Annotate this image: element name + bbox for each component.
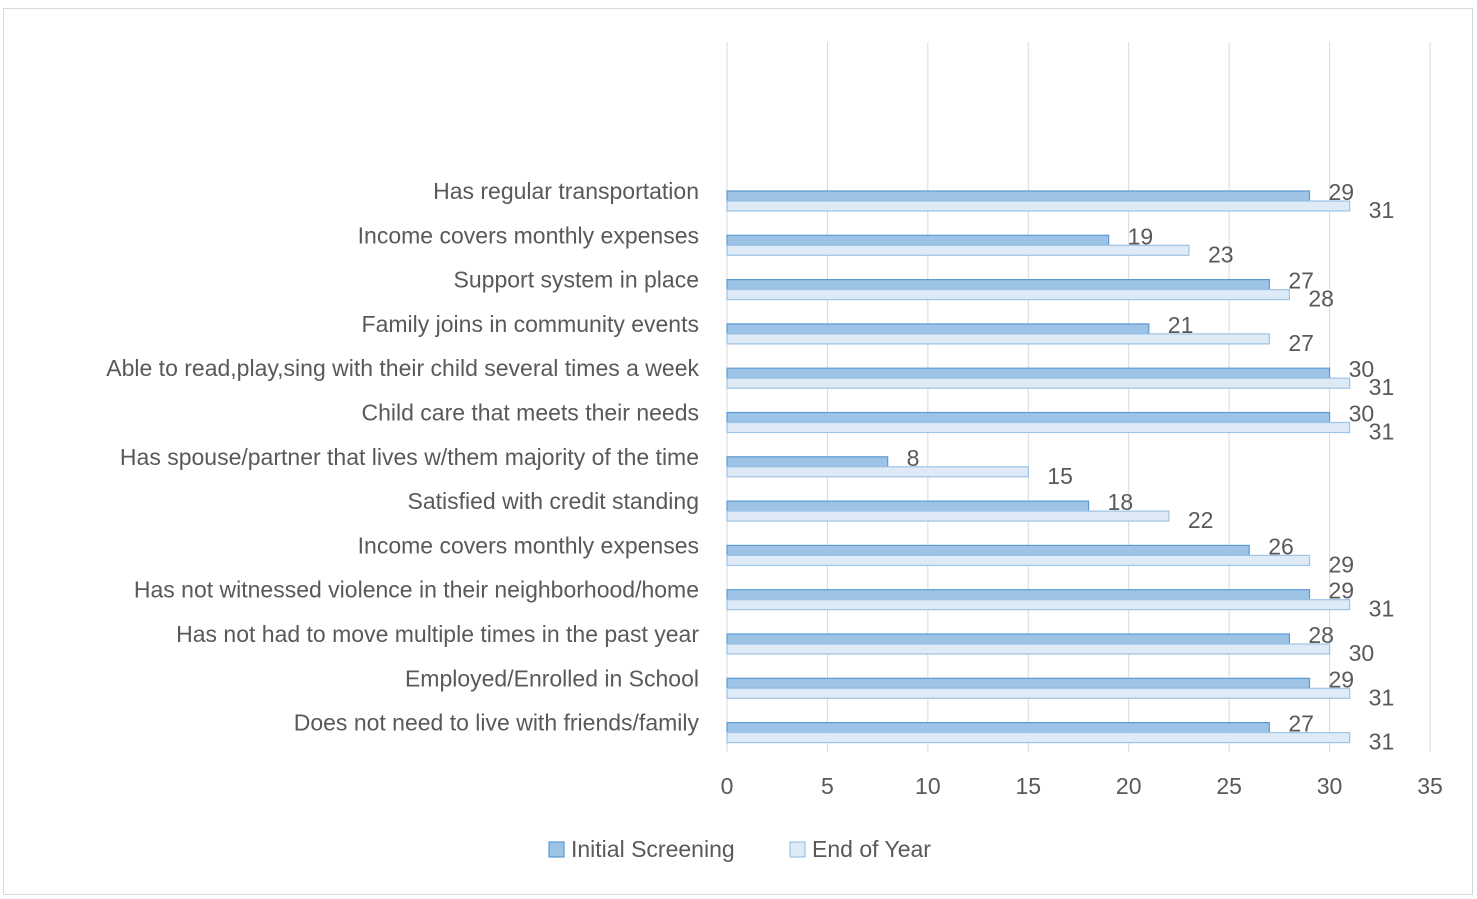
data-label-end: 29: [1328, 551, 1354, 577]
bar-initial-screening: [726, 279, 1270, 291]
category-label: Satisfied with credit standing: [408, 488, 700, 514]
data-label-end: 27: [1288, 330, 1314, 356]
data-label-end: 31: [1369, 419, 1395, 445]
category-label: Has not had to move multiple times in th…: [176, 621, 699, 647]
bar-end-of-year: [726, 599, 1351, 611]
x-axis-ticks: 0 5 10 15 20 25 30 35: [721, 773, 1443, 799]
category-label: Has spouse/partner that lives w/them maj…: [120, 444, 699, 470]
legend-label-end-of-year: End of Year: [812, 836, 931, 862]
data-label-end: 30: [1349, 640, 1375, 666]
bar-end-of-year: [726, 731, 1351, 744]
bar-initial-screening: [726, 190, 1311, 202]
data-label-initial: 27: [1288, 711, 1314, 737]
chart-frame: [3, 8, 1473, 895]
bar-end-of-year: [726, 333, 1270, 345]
bar-end-of-year: [726, 200, 1351, 212]
legend-label-initial-screening: Initial Screening: [571, 836, 735, 862]
legend: Initial Screening End of Year: [548, 836, 931, 862]
bar-initial-screening: [726, 456, 889, 468]
bar-end-of-year: [726, 421, 1351, 434]
data-label-end: 31: [1369, 684, 1395, 710]
bar-initial-screening: [726, 633, 1291, 645]
bar-end-of-year: [726, 244, 1190, 256]
data-label-end: 22: [1188, 507, 1214, 533]
data-label-end: 31: [1369, 374, 1395, 400]
data-label-initial: 28: [1308, 622, 1334, 648]
category-label: Child care that meets their needs: [361, 400, 699, 426]
bar-initial-screening: [726, 589, 1311, 601]
legend-swatch-end-of-year: [789, 841, 806, 858]
data-label-initial: 8: [907, 445, 920, 471]
bar-end-of-year: [726, 377, 1351, 389]
bar-initial-screening: [726, 367, 1331, 379]
category-label: Support system in place: [454, 267, 699, 293]
bar-initial-screening: [726, 411, 1331, 424]
category-label: Income covers monthly expenses: [358, 222, 699, 248]
data-label-end: 31: [1369, 596, 1395, 622]
category-label: Does not need to live with friends/famil…: [294, 710, 700, 736]
x-tick-label: 25: [1216, 773, 1242, 799]
category-label: Family joins in community events: [362, 311, 699, 337]
data-label-initial: 29: [1328, 578, 1354, 604]
bar-initial-screening: [726, 544, 1250, 557]
category-label: Has not witnessed violence in their neig…: [134, 577, 699, 603]
data-label-initial: 26: [1268, 533, 1294, 559]
data-label-initial: 30: [1349, 401, 1375, 427]
bar-end-of-year: [726, 643, 1331, 655]
bar-initial-screening: [726, 500, 1090, 512]
bar-initial-screening: [726, 721, 1270, 734]
x-tick-label: 0: [721, 773, 734, 799]
data-label-end: 28: [1308, 286, 1334, 312]
data-label-end: 23: [1208, 241, 1234, 267]
data-label-initial: 27: [1288, 268, 1314, 294]
bars: [726, 190, 1351, 744]
x-tick-label: 20: [1116, 773, 1142, 799]
data-label-end: 15: [1047, 463, 1073, 489]
bar-end-of-year: [726, 510, 1170, 522]
category-label: Employed/Enrolled in School: [405, 665, 699, 691]
data-labels: 2931192327282127303130318151822262929312…: [907, 179, 1395, 755]
data-label-initial: 21: [1168, 312, 1194, 338]
category-labels: Has regular transportation Income covers …: [106, 178, 699, 736]
data-label-end: 31: [1369, 729, 1395, 755]
bar-initial-screening: [726, 677, 1311, 689]
bar-end-of-year: [726, 687, 1351, 699]
x-tick-label: 5: [821, 773, 834, 799]
x-tick-label: 15: [1015, 773, 1041, 799]
legend-swatch-initial-screening: [548, 841, 565, 858]
data-label-initial: 29: [1328, 666, 1354, 692]
x-tick-label: 35: [1417, 773, 1443, 799]
x-tick-label: 10: [915, 773, 941, 799]
bar-initial-screening: [726, 234, 1110, 246]
data-label-initial: 18: [1108, 489, 1134, 515]
x-tick-label: 30: [1317, 773, 1343, 799]
category-label: Income covers monthly expenses: [358, 532, 699, 558]
bar-initial-screening: [726, 323, 1150, 335]
bar-end-of-year: [726, 554, 1311, 567]
bar-end-of-year: [726, 466, 1029, 478]
bar-end-of-year: [726, 289, 1291, 301]
data-label-initial: 19: [1128, 223, 1154, 249]
category-label: Has regular transportation: [433, 178, 699, 204]
data-label-initial: 29: [1328, 179, 1354, 205]
data-label-end: 31: [1369, 197, 1395, 223]
category-label: Able to read,play,sing with their child …: [106, 355, 699, 381]
data-label-initial: 30: [1349, 356, 1375, 382]
